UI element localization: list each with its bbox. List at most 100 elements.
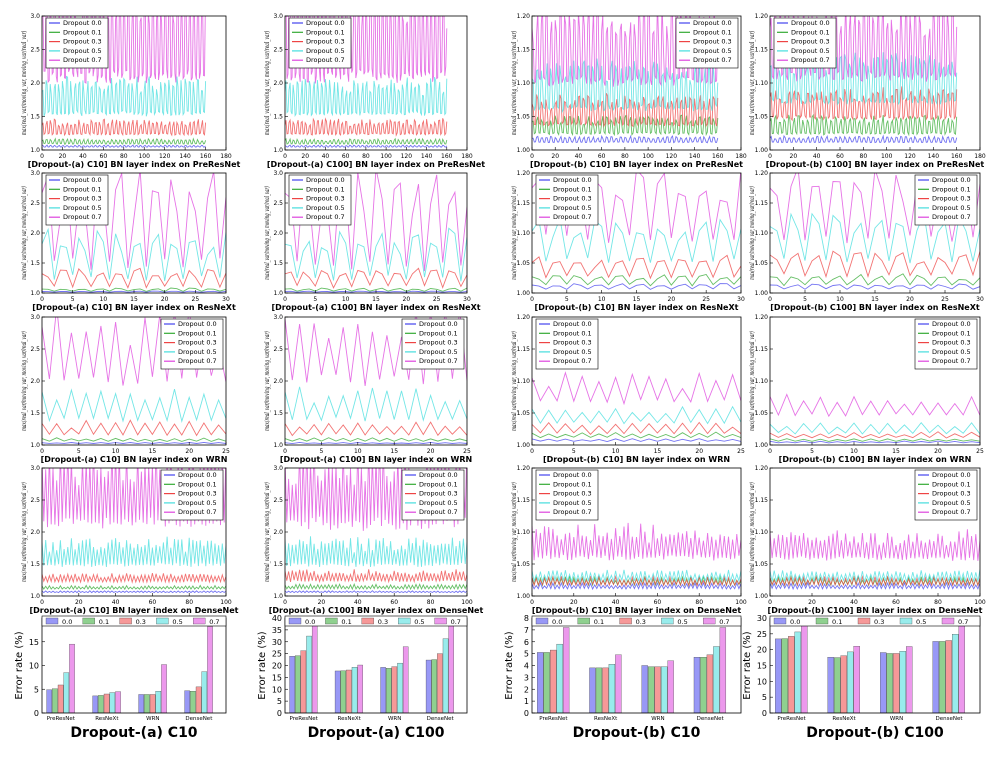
x-tick-label: 15 [130,296,138,303]
line-chart-11: 0 5 10 15 20 25 1.00 1.05 1.10 1.15 1.20 [Dropout-(… [748,314,984,464]
y-tick-label: 3.0 [273,314,283,321]
bar-ResNeXt-0.1 [340,670,346,713]
y-tick-label: 10 [272,685,282,694]
legend-label: Dropout 0.1 [553,329,592,337]
legend-label: Dropout 0.5 [419,499,458,507]
bar-legend: 0.0 0.1 0.3 0.5 0.7 [284,615,468,627]
series-line-2 [285,267,467,289]
series-line-3 [285,76,448,117]
x-tick-label: 60 [149,599,157,606]
y-tick-label: 3.0 [30,465,40,472]
y-axis-label: max(real_var/moving_var, moving_var/real… [510,482,518,582]
y-tick-label: 1.10 [755,378,769,385]
y-tick-label: 25 [272,650,282,659]
chart-title: [Dropout-(a) C10] BN layer index on WRN [41,455,228,464]
legend-swatch [398,617,411,625]
y-tick-label: 1.00 [517,442,531,449]
x-tick-label: 100 [380,153,392,160]
bar-WRN-0.0 [138,694,144,713]
series-line-0 [770,440,980,444]
x-tick-label: 120 [159,153,171,160]
series-line-0 [42,441,226,445]
y-tick-label: 1.20 [517,13,531,20]
bar-WRN-0.3 [149,694,156,713]
legend-label: Dropout 0.7 [553,508,592,516]
x-tick-label: 0 [530,153,534,160]
bar-WRN-0.0 [641,665,648,713]
x-tick-label: 0 [283,296,287,303]
legend-label: Dropout 0.1 [791,28,830,36]
series-group [532,173,741,290]
y-tick-label: 1.05 [517,260,531,267]
chart-title: [Dropout-(b) C100] BN layer index on WRN [779,455,972,464]
y-tick-label: 2.5 [30,497,40,504]
y-tick-label: 1.10 [517,378,531,385]
y-axis-label: max(real_var/moving_var, moving_var/real… [20,482,28,582]
series-line-4 [532,173,741,243]
legend-swatch [619,617,632,625]
x-tick-label: 20 [75,599,83,606]
y-tick-label: 1 [524,697,529,706]
bar-chart-0: PreResNet ResNeXt WRN DenseNet 0 5 10 15 Error r… [14,615,227,741]
legend-label: 0.1 [341,618,351,626]
legend-swatch [119,617,132,625]
series-line-3 [532,216,741,263]
series-line-1 [770,273,980,287]
bar-DenseNet-0.7 [719,627,727,713]
series-line-1 [532,431,741,439]
x-tick-label: 5 [319,448,323,455]
y-axis-label: max(real_var/moving_var, moving_var/real… [510,30,518,135]
y-tick-label: 7 [524,626,529,635]
legend-swatch [45,617,59,625]
legend-label: Dropout 0.0 [306,19,345,27]
legend-label: Dropout 0.5 [306,204,345,212]
bar-WRN-0.1 [144,694,150,713]
bar-WRN-0.0 [380,667,386,713]
y-tick-label: 2.5 [30,200,40,207]
series-line-1 [42,137,207,145]
bar-PreResNet-0.7 [311,619,318,713]
legend-swatch [156,617,169,625]
x-tick-label: 20 [427,448,435,455]
bar-PreResNet-0.3 [57,684,64,713]
bar-chart-2: PreResNet ResNeXt WRN DenseNet 0 1 2 3 4 5 6 7 8 Erro… [504,614,742,741]
legend-box [769,615,981,627]
category-label: DenseNet [936,716,964,722]
series-line-2 [532,93,719,128]
legend-label: 0.7 [719,618,729,626]
x-tick-label: 30 [737,296,745,303]
y-tick-label: 2.0 [30,529,40,536]
series-line-1 [770,438,980,442]
legend-swatch [773,617,787,625]
legend-label: Dropout 0.3 [553,195,592,203]
y-tick-label: 25 [757,630,767,639]
x-tick-label: 0 [283,448,287,455]
legend-label: Dropout 0.7 [932,357,971,365]
y-tick-label: 1.5 [30,561,40,568]
y-tick-label: 1.10 [755,230,769,237]
legend-label: Dropout 0.3 [419,490,458,498]
line-chart-12: 0 20 40 60 80 100 1.0 1.5 2.0 2.5 3.0 [Dropout-(a) … [20,465,239,615]
x-tick-label: 15 [871,296,879,303]
y-axis-label: max(real_var/moving_var, moving_var/real… [20,186,28,280]
bar-PreResNet-0.1 [543,652,550,713]
x-tick-label: 40 [354,599,362,606]
x-tick-label: 0 [40,296,44,303]
x-tick-label: 25 [702,296,710,303]
y-tick-label: 1.15 [755,497,769,504]
y-tick-label: 2.0 [273,80,283,87]
y-tick-label: 2.0 [273,230,283,237]
x-tick-label: 10 [354,448,362,455]
bars-group [289,619,454,713]
legend-label: Dropout 0.0 [63,19,102,27]
line-chart-6: 0 5 10 15 20 25 30 1.00 1.05 1.10 1.15 1.20 [Dropout… [510,170,745,312]
series-line-2 [770,431,980,439]
legend-label: Dropout 0.1 [306,28,345,36]
x-tick-label: 20 [790,153,798,160]
x-tick-label: 20 [161,296,169,303]
x-tick-label: 25 [463,448,471,455]
x-tick-label: 20 [551,153,559,160]
x-tick-label: 80 [427,599,435,606]
